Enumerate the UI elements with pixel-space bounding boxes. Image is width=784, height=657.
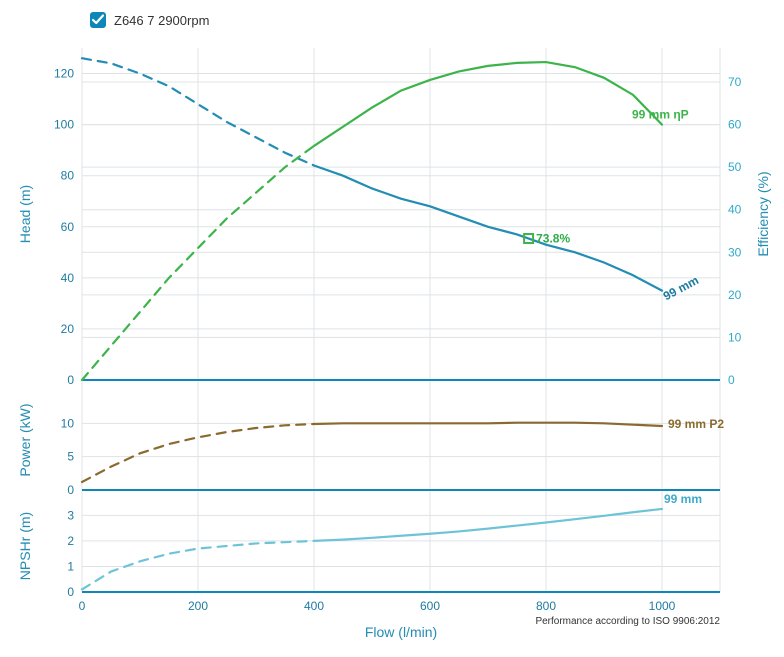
y-tick-label: 120	[54, 67, 74, 81]
series-end-label: 99 mm ηP	[632, 108, 689, 122]
npsh-curve-solid	[314, 509, 662, 541]
y-tick-label: 80	[61, 169, 75, 183]
x-tick-label: 800	[536, 599, 556, 613]
x-tick-label: 400	[304, 599, 324, 613]
y-tick-label-right: 30	[728, 245, 742, 259]
series-end-label: 99 mm	[664, 492, 702, 506]
axis-title-flow: Flow (l/min)	[365, 624, 437, 640]
axis-title: Power (kW)	[17, 403, 33, 476]
y-tick-label: 1	[67, 559, 74, 573]
y-tick-label-right: 70	[728, 75, 742, 89]
y-tick-label-right: 50	[728, 160, 742, 174]
y-tick-label: 5	[67, 450, 74, 464]
axis-title: NPSHr (m)	[17, 512, 33, 580]
head-curve-solid	[314, 165, 662, 290]
x-tick-label: 200	[188, 599, 208, 613]
y-tick-label: 100	[54, 118, 74, 132]
power-curve-solid	[314, 423, 662, 426]
y-tick-label: 20	[61, 322, 75, 336]
series-end-label: 99 mm P2	[668, 417, 724, 431]
axis-title-efficiency: Efficiency (%)	[755, 171, 771, 256]
x-tick-label: 600	[420, 599, 440, 613]
y-tick-label: 10	[61, 416, 75, 430]
footnote: Performance according to ISO 9906:2012	[535, 616, 720, 627]
x-tick-label: 0	[79, 599, 86, 613]
y-tick-label: 0	[67, 483, 74, 497]
axis-title: Head (m)	[17, 185, 33, 243]
y-tick-label: 0	[67, 585, 74, 599]
y-tick-label: 60	[61, 220, 75, 234]
y-tick-label: 0	[67, 373, 74, 387]
efficiency-curve-solid	[314, 62, 662, 146]
y-tick-label-right: 20	[728, 288, 742, 302]
y-tick-label-right: 10	[728, 330, 742, 344]
x-tick-label: 1000	[649, 599, 676, 613]
y-tick-label: 40	[61, 271, 75, 285]
y-tick-label-right: 60	[728, 118, 742, 132]
y-tick-label-right: 0	[728, 373, 735, 387]
y-tick-label: 2	[67, 534, 74, 548]
pump-curve-chart: 0200400600800100002040608010012001020304…	[0, 0, 784, 657]
operating-point-label: 73.8%	[536, 232, 570, 246]
y-tick-label: 3	[67, 508, 74, 522]
y-tick-label-right: 40	[728, 203, 742, 217]
